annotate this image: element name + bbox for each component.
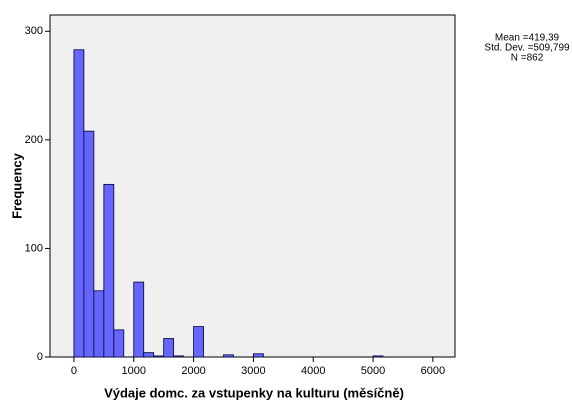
x-tick-label: 4000	[301, 365, 325, 377]
bar	[113, 329, 125, 358]
bar	[73, 49, 85, 358]
stat-text: Std. Dev. =509,799	[484, 43, 570, 54]
bar	[223, 354, 234, 358]
bar	[93, 290, 105, 358]
x-tick-label: 6000	[421, 365, 445, 377]
plot-area	[49, 14, 456, 358]
stat-text: N =862	[511, 53, 544, 64]
x-tick-label: 5000	[361, 365, 385, 377]
bar	[153, 355, 165, 358]
x-axis-label: Výdaje domc. za vstupenky na kulturu (mě…	[104, 385, 404, 400]
bar	[193, 326, 204, 358]
bar	[372, 355, 384, 358]
y-tick-label: 300	[25, 25, 43, 37]
y-tick-label: 200	[25, 134, 43, 146]
stat-text: Mean =419,39	[495, 33, 560, 44]
x-tick-label: 0	[71, 365, 77, 377]
bar	[252, 353, 264, 358]
x-tick-label: 1000	[122, 365, 146, 377]
x-tick-label: 3000	[241, 365, 265, 377]
bar	[143, 352, 155, 358]
bar	[103, 183, 115, 358]
bar	[83, 130, 95, 358]
x-tick-label: 2000	[181, 365, 205, 377]
bar	[173, 355, 185, 358]
bar	[133, 281, 145, 358]
bar	[163, 338, 175, 358]
y-axis-label: Frequency	[9, 152, 24, 219]
y-tick-label: 0	[37, 351, 43, 363]
y-tick-label: 100	[25, 242, 43, 254]
